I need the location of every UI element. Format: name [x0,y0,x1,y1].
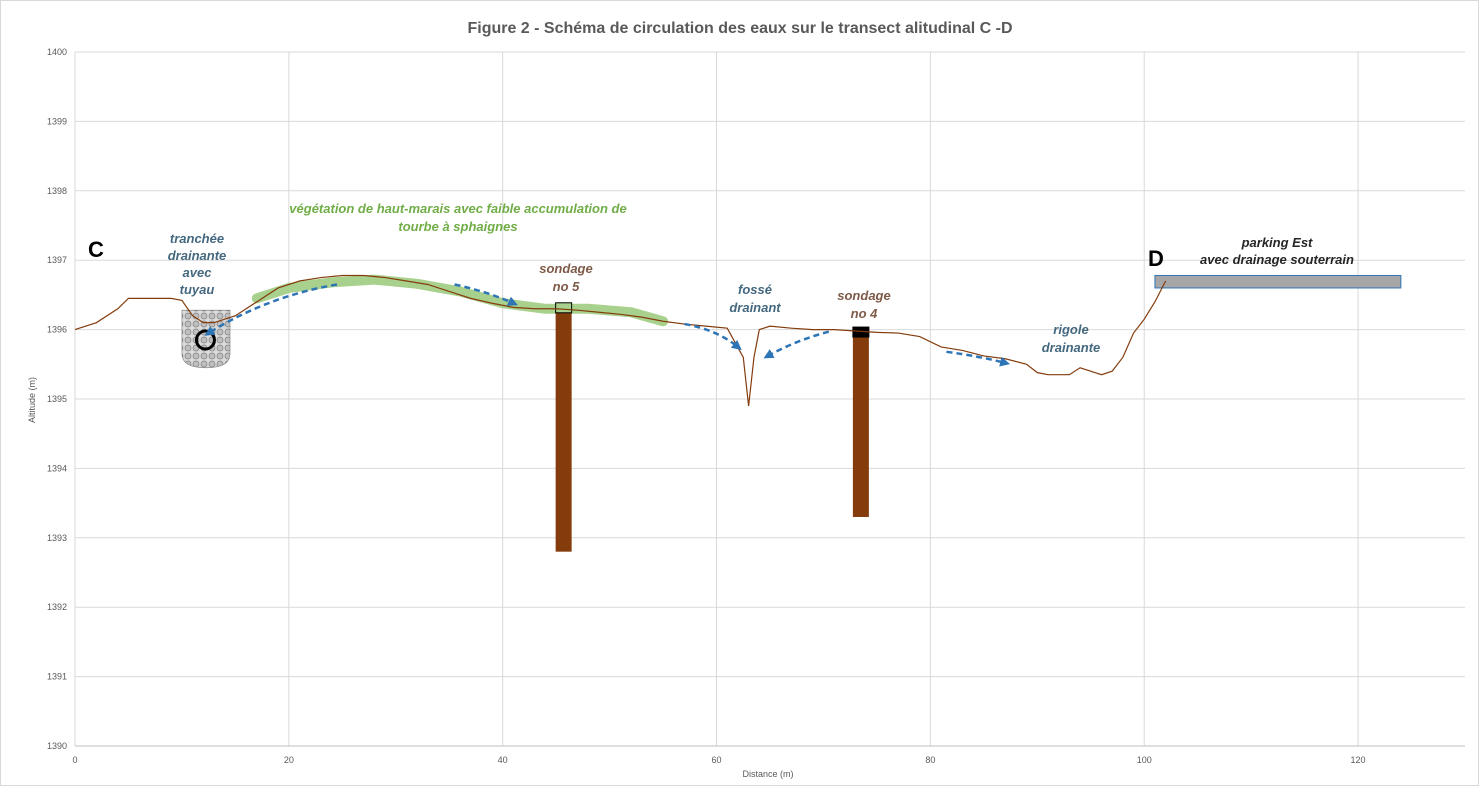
sondage-5-bar [555,308,572,552]
annotation-labels: végétation de haut-marais avec faible ac… [88,201,1354,355]
ground-profile-line [74,274,1167,407]
flow-arrows [204,283,1011,367]
trench-label: avec [183,265,213,280]
y-tick-label: 1396 [47,325,67,335]
point-c-label: C [88,237,104,262]
trench-label: tranchée [170,231,224,246]
feature-layer [181,274,1402,552]
trench-label: drainante [168,248,227,263]
vegetation-label: tourbe à sphaignes [398,219,517,234]
trench-label: tuyau [180,282,215,297]
y-tick-label: 1393 [47,533,67,543]
x-tick-label: 0 [72,755,77,765]
fosse-label: drainant [729,300,781,315]
arrow-to-trench [204,283,338,336]
x-axis-label: Distance (m) [742,769,793,779]
y-tick-label: 1397 [47,255,67,265]
y-tick-label: 1394 [47,463,67,473]
y-axis-label: Altitude (m) [27,377,37,423]
rigole-label: rigole [1053,322,1088,337]
x-tick-label: 20 [284,755,294,765]
tick-labels: 1390 1391 1392 1393 1394 1395 1396 1397 1398 1399… [47,47,1366,765]
parking-label: avec drainage souterrain [1200,252,1354,267]
drainage-trench [181,309,231,369]
parking-block [1154,274,1402,289]
sondage-4-label: no 4 [851,306,878,321]
series-layer [74,274,1167,407]
y-tick-label: 1400 [47,47,67,57]
sondage-5-label: no 5 [553,279,580,294]
y-tick-label: 1398 [47,186,67,196]
arrow-to-fosse-right [763,330,830,359]
x-tick-label: 40 [498,755,508,765]
sondage-5-bar-cap [555,302,573,314]
x-tick-label: 100 [1137,755,1152,765]
rigole-label: drainante [1042,340,1101,355]
sondage-5-label: sondage [539,261,592,276]
fosse-label: fossé [738,282,772,297]
sondage-4-bar [852,333,869,517]
parking-label: parking Est [1241,235,1313,250]
vegetation-band [251,274,669,327]
arrow-vegetation [454,283,518,306]
chart-title: Figure 2 - Schéma de circulation des eau… [467,20,1013,37]
grid-lines [74,51,1465,747]
y-tick-label: 1390 [47,741,67,751]
y-tick-label: 1395 [47,394,67,404]
point-d-label: D [1148,246,1164,271]
vegetation-label: végétation de haut-marais avec faible ac… [289,201,626,216]
y-tick-label: 1391 [47,672,67,682]
arrow-to-rigole [946,350,1011,367]
x-tick-label: 80 [925,755,935,765]
sondage-4-label: sondage [837,288,890,303]
y-tick-label: 1399 [47,116,67,126]
y-tick-label: 1392 [47,602,67,612]
arrow-to-fosse-left [684,322,742,351]
x-tick-label: 120 [1351,755,1366,765]
x-tick-label: 60 [712,755,722,765]
